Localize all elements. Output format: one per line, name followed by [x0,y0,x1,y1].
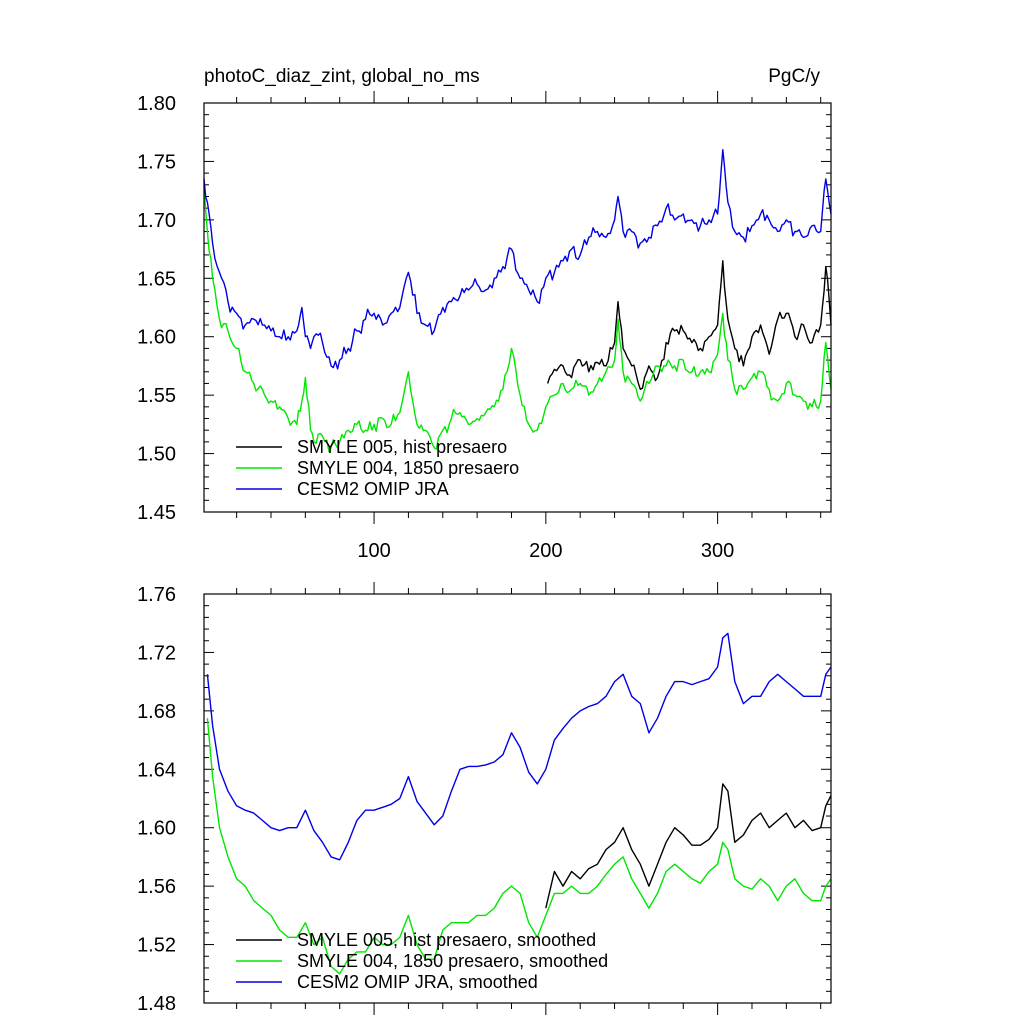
top-panel: photoC_diaz_zint, global_no_ms PgC/y 1.4… [137,66,832,562]
series-line [206,632,832,861]
y-tick-label: 1.76 [137,584,176,606]
y-tick-label: 1.72 [137,642,176,664]
y-tick-label: 1.60 [137,818,176,840]
y-tick-label: 1.52 [137,935,176,957]
y-tick-label: 1.80 [137,93,176,115]
bottom-legend: SMYLE 005, hist presaero, smoothedSMYLE … [236,930,608,992]
y-tick-label: 1.70 [137,210,176,232]
series-line [203,184,832,453]
series-line [206,718,832,975]
y-tick-label: 1.56 [137,876,176,898]
y-tick-label: 1.45 [137,502,176,524]
y-tick-label: 1.68 [137,701,176,723]
top-title: photoC_diaz_zint, global_no_ms [204,66,480,87]
y-tick-label: 1.50 [137,444,176,466]
legend-label: SMYLE 005, hist presaero [297,437,507,457]
x-tick-label: 300 [701,540,734,562]
bottom-plot-frame [203,593,832,1004]
top-plot-frame [203,102,832,513]
x-tick-label: 100 [357,540,390,562]
y-tick-label: 1.48 [137,993,176,1015]
legend-label: SMYLE 005, hist presaero, smoothed [297,930,596,950]
y-tick-label: 1.55 [137,385,176,407]
y-tick-label: 1.65 [137,268,176,290]
y-tick-label: 1.64 [137,759,176,781]
top-units: PgC/y [768,66,820,87]
series-line [546,260,832,390]
y-tick-label: 1.75 [137,151,176,173]
legend-label: SMYLE 004, 1850 presaero, smoothed [297,951,608,971]
legend-label: SMYLE 004, 1850 presaero [297,458,519,478]
series-line [203,148,832,370]
x-tick-label: 200 [529,540,562,562]
series-line [545,783,832,909]
bottom-panel: 1.48 1.52 1.56 1.60 1.64 1.68 1.72 1.76 SMYLE 0… [137,582,832,1015]
y-tick-label: 1.60 [137,327,176,349]
legend-label: CESM2 OMIP JRA [297,479,449,499]
legend-label: CESM2 OMIP JRA, smoothed [297,972,538,992]
